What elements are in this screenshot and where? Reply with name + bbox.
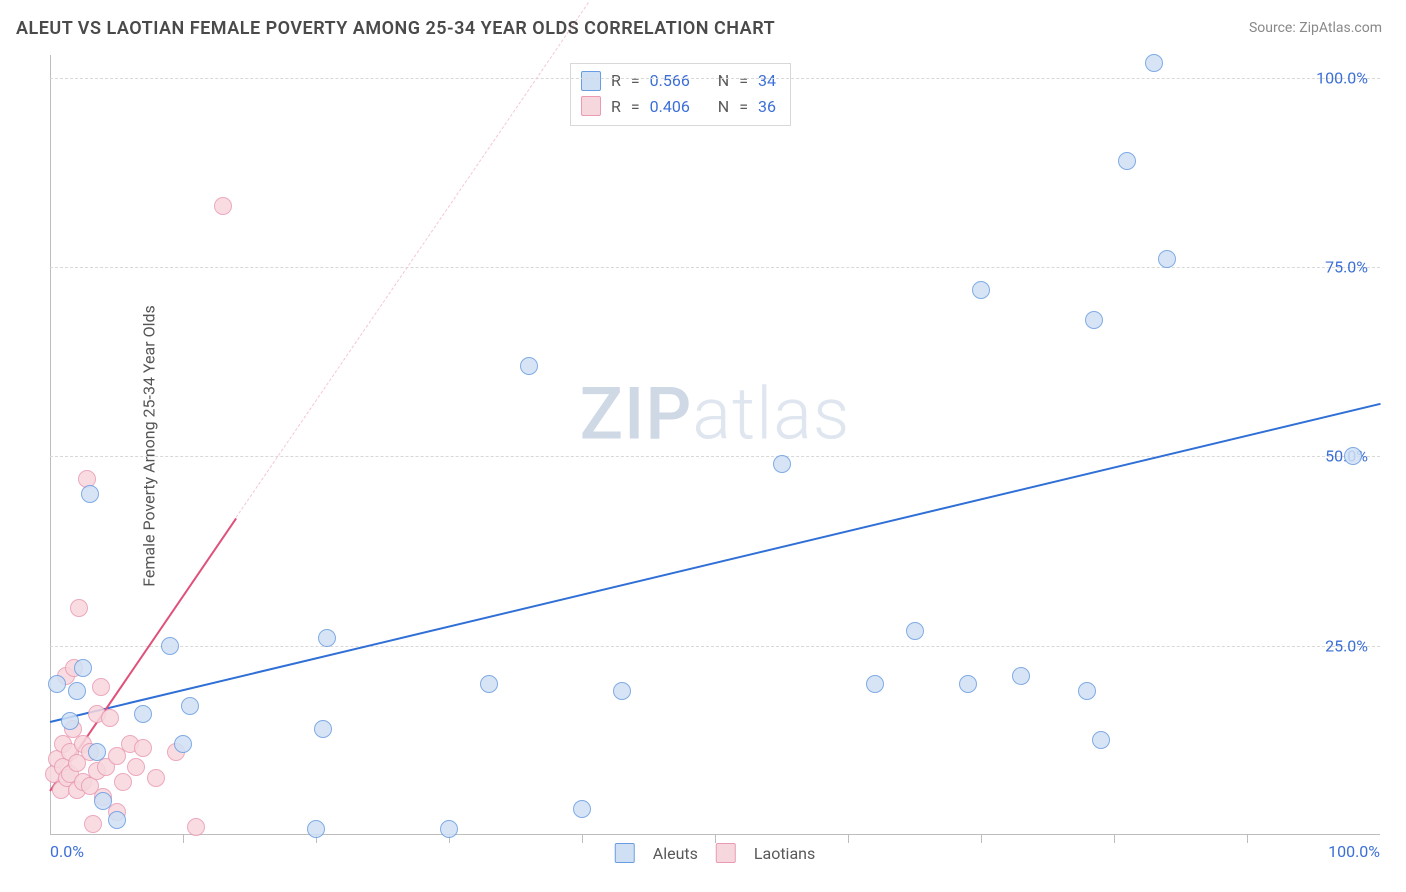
x-tick-minor	[1247, 835, 1248, 843]
x-tick-minor	[715, 835, 716, 843]
stat-R-value: 0.566	[650, 68, 690, 94]
legend-label-aleuts: Aleuts	[653, 844, 698, 863]
x-tick-minor	[981, 835, 982, 843]
data-point	[972, 281, 990, 299]
data-point	[92, 678, 110, 696]
data-point	[773, 455, 791, 473]
data-point	[1344, 447, 1362, 465]
data-point	[134, 739, 152, 757]
stats-row-aleuts: R = 0.566 N = 34	[581, 68, 776, 94]
y-tick-label: 100.0%	[1316, 68, 1368, 87]
data-point	[959, 675, 977, 693]
regression-line	[50, 403, 1380, 723]
gridline	[50, 78, 1380, 79]
data-point	[174, 735, 192, 753]
stat-N-label: N	[718, 94, 729, 120]
regression-line-extrapolated	[236, 2, 589, 518]
data-point	[181, 697, 199, 715]
data-point	[1158, 250, 1176, 268]
data-point	[70, 599, 88, 617]
x-tick-label: 0.0%	[50, 842, 84, 861]
data-point	[1085, 311, 1103, 329]
data-point	[81, 485, 99, 503]
data-point	[101, 709, 119, 727]
data-point	[187, 818, 205, 836]
source-name: ZipAtlas.com	[1299, 20, 1382, 36]
legend-swatch-aleuts	[615, 843, 635, 863]
correlation-stats-box: R = 0.566 N = 34 R = 0.406 N = 36	[570, 63, 791, 126]
watermark-zip: ZIP	[580, 371, 693, 456]
data-point	[318, 629, 336, 647]
stats-row-laotians: R = 0.406 N = 36	[581, 94, 776, 120]
data-point	[48, 675, 66, 693]
data-point	[68, 682, 86, 700]
data-point	[314, 720, 332, 738]
stat-R-value: 0.406	[650, 94, 690, 120]
x-tick-label: 100.0%	[1328, 842, 1380, 861]
data-point	[1118, 152, 1136, 170]
data-point	[161, 637, 179, 655]
data-point	[214, 197, 232, 215]
swatch-aleuts	[581, 71, 601, 91]
eq-sign: =	[631, 94, 640, 120]
stat-N-label: N	[718, 68, 729, 94]
data-point	[94, 792, 112, 810]
chart-title: ALEUT VS LAOTIAN FEMALE POVERTY AMONG 25…	[16, 18, 775, 39]
data-point	[1012, 667, 1030, 685]
y-tick-label: 25.0%	[1325, 636, 1368, 655]
source-attribution: Source: ZipAtlas.com	[1249, 20, 1382, 36]
data-point	[1092, 731, 1110, 749]
x-axis-legend: Aleuts Laotians	[615, 843, 816, 863]
watermark: ZIPatlas	[580, 371, 851, 456]
eq-sign: =	[739, 68, 748, 94]
data-point	[134, 705, 152, 723]
data-point	[114, 773, 132, 791]
data-point	[147, 769, 165, 787]
y-tick-label: 75.0%	[1325, 258, 1368, 277]
data-point	[906, 622, 924, 640]
data-point	[573, 800, 591, 818]
data-point	[520, 357, 538, 375]
scatter-plot-area: ZIPatlas R = 0.566 N = 34 R = 0.406 N = …	[50, 55, 1380, 835]
data-point	[84, 815, 102, 833]
legend-label-laotians: Laotians	[754, 844, 815, 863]
eq-sign: =	[739, 94, 748, 120]
swatch-laotians	[581, 96, 601, 116]
data-point	[613, 682, 631, 700]
watermark-atlas: atlas	[692, 371, 850, 456]
data-point	[61, 712, 79, 730]
gridline	[50, 267, 1380, 268]
data-point	[1145, 54, 1163, 72]
data-point	[440, 820, 458, 838]
y-axis-line	[50, 55, 51, 835]
data-point	[88, 743, 106, 761]
gridline	[50, 646, 1380, 647]
stat-R-label: R	[611, 94, 621, 120]
gridline	[50, 456, 1380, 457]
x-tick-minor	[183, 835, 184, 843]
x-tick-minor	[848, 835, 849, 843]
eq-sign: =	[631, 68, 640, 94]
data-point	[1078, 682, 1096, 700]
x-tick-minor	[582, 835, 583, 843]
data-point	[74, 659, 92, 677]
legend-swatch-laotians	[716, 843, 736, 863]
source-prefix: Source:	[1249, 20, 1299, 36]
x-tick-minor	[1114, 835, 1115, 843]
data-point	[307, 820, 325, 838]
stat-R-label: R	[611, 68, 621, 94]
data-point	[127, 758, 145, 776]
data-point	[480, 675, 498, 693]
stat-N-value: 36	[758, 94, 776, 120]
data-point	[108, 811, 126, 829]
stat-N-value: 34	[758, 68, 776, 94]
data-point	[866, 675, 884, 693]
